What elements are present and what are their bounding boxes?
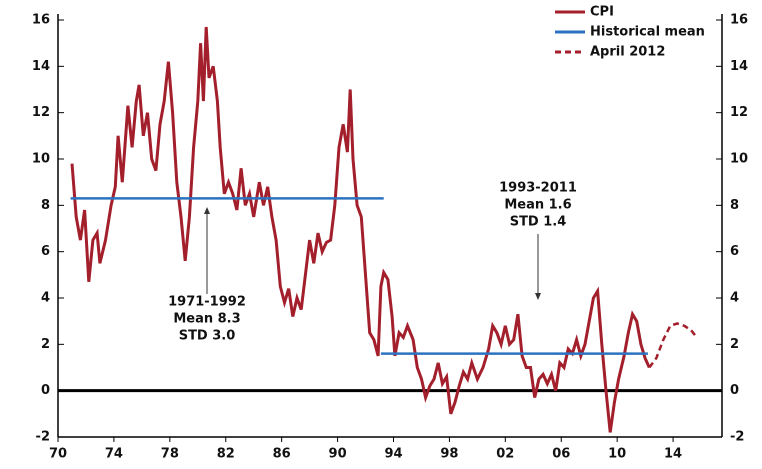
y-tick-label: 14 — [32, 59, 50, 74]
x-tick-label: 78 — [161, 447, 179, 462]
series-line — [70, 26, 651, 433]
annotation: 1971-1992 — [168, 295, 246, 310]
x-tick-label: 02 — [496, 447, 514, 462]
y-tick-label: 12 — [32, 105, 50, 120]
series-line — [70, 197, 648, 355]
y-tick-label: 8 — [730, 198, 739, 213]
x-tick-label: 90 — [329, 447, 347, 462]
x-tick-label: 74 — [105, 447, 123, 462]
x-tick-label: 70 — [49, 447, 67, 462]
y-tick-label: 10 — [730, 152, 748, 167]
x-tick-label: 86 — [273, 447, 291, 462]
legend-label: Historical mean — [590, 25, 705, 40]
x-tick-label: 10 — [608, 447, 626, 462]
annotation-arrowhead — [535, 293, 541, 300]
annotation: Mean 8.3 — [173, 312, 240, 327]
y-tick-label: -2 — [36, 430, 50, 445]
y-tick-label: 6 — [730, 244, 739, 259]
x-tick-label: 06 — [552, 447, 570, 462]
y-tick-label: 10 — [32, 152, 50, 167]
y-tick-label: 4 — [41, 291, 50, 306]
y-tick-label: 12 — [730, 105, 748, 120]
series-line — [648, 322, 698, 369]
legend-label: CPI — [590, 5, 614, 20]
y-tick-label: 4 — [730, 291, 739, 306]
x-tick-label: 14 — [664, 447, 682, 462]
annotation-arrowhead — [204, 207, 210, 214]
annotation: STD 3.0 — [179, 329, 236, 344]
y-tick-label: 2 — [730, 337, 739, 352]
x-tick-label: 98 — [440, 447, 458, 462]
x-tick-label: 82 — [217, 447, 235, 462]
annotation-box — [155, 290, 260, 346]
x-tick-label: 94 — [384, 447, 402, 462]
y-tick-label: 6 — [41, 244, 50, 259]
y-tick-label: 16 — [730, 13, 748, 28]
y-tick-label: 16 — [32, 13, 50, 28]
y-tick-label: 2 — [41, 337, 50, 352]
y-tick-label: 8 — [41, 198, 50, 213]
annotation: Mean 1.6 — [504, 198, 571, 213]
annotation: STD 1.4 — [510, 215, 567, 230]
y-tick-label: -2 — [730, 430, 744, 445]
y-tick-label: 0 — [730, 383, 739, 398]
y-tick-label: 0 — [41, 383, 50, 398]
legend-label: April 2012 — [590, 45, 665, 60]
annotation: 1993-2011 — [499, 181, 577, 196]
y-tick-label: 14 — [730, 59, 748, 74]
